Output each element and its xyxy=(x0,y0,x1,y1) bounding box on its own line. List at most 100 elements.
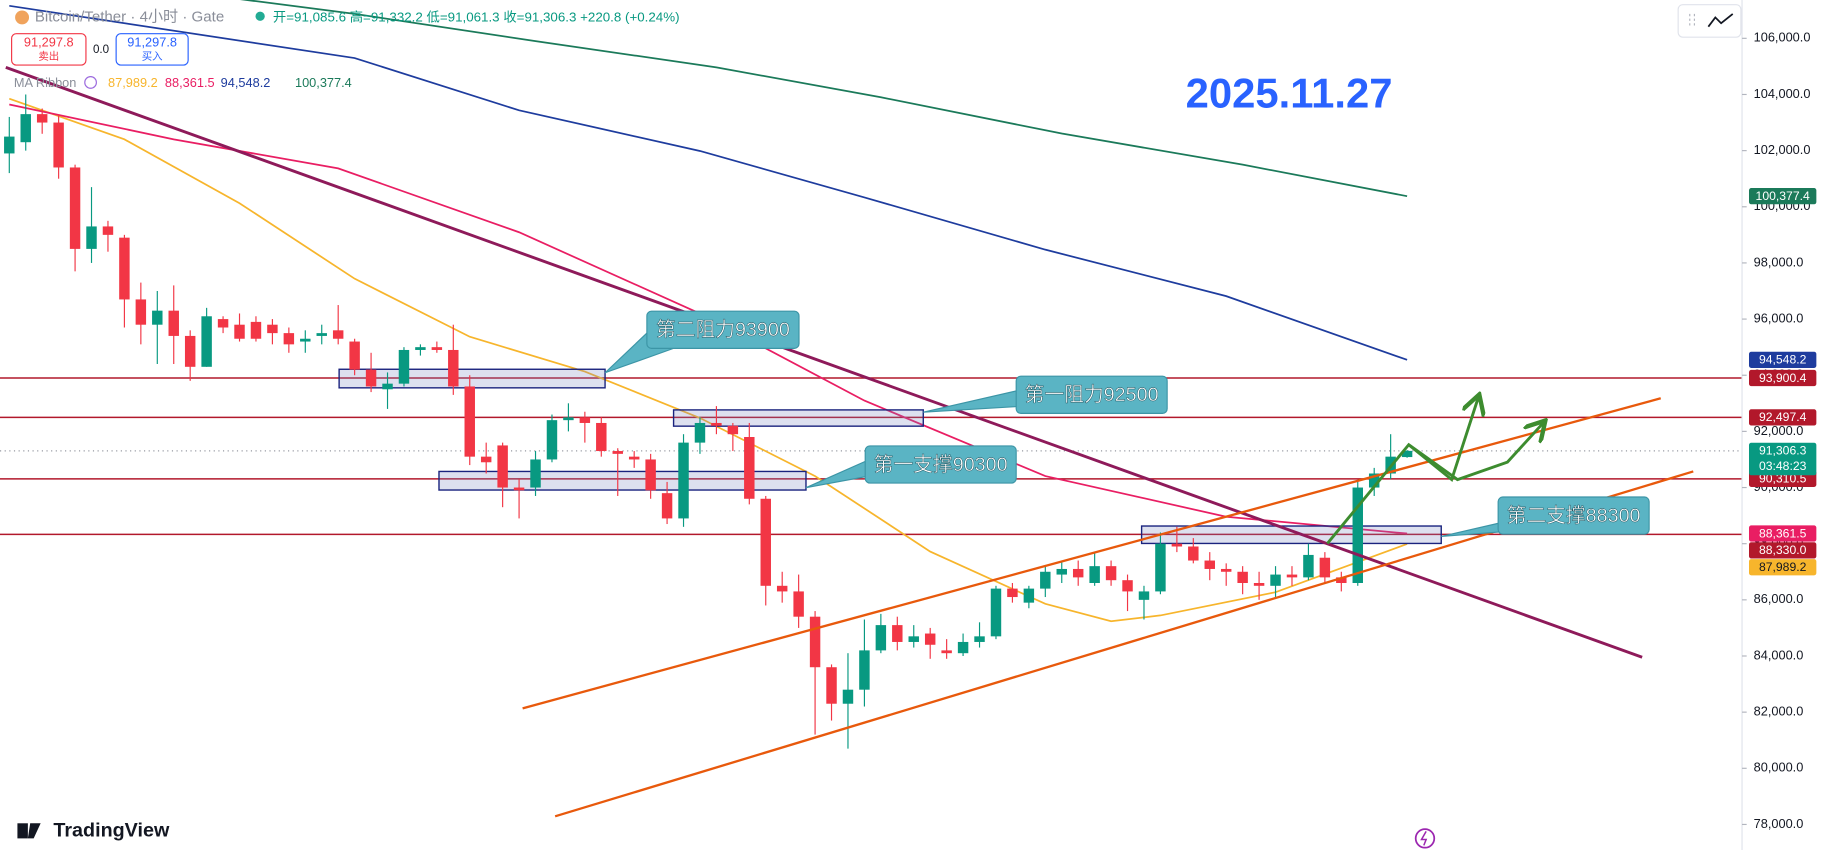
zone-box xyxy=(338,368,606,389)
ohlc-change: +220.8 (+0.24%) xyxy=(580,9,679,24)
sell-price: 91,297.8 xyxy=(24,34,74,49)
candle-body xyxy=(596,422,607,452)
candle-body xyxy=(448,349,459,387)
candle-body xyxy=(398,349,410,384)
candle-body xyxy=(744,437,755,499)
candle-body xyxy=(694,422,706,443)
toolbar-icon[interactable] xyxy=(1689,13,1695,28)
y-tick-label: 86,000.0 xyxy=(1754,591,1804,606)
candle-body xyxy=(563,417,574,421)
spread: 0.0 xyxy=(93,43,109,56)
candle-body xyxy=(628,456,640,460)
candle-body xyxy=(513,487,525,491)
alert-icon[interactable] xyxy=(1414,828,1436,849)
candle-body xyxy=(908,636,919,642)
candle-body xyxy=(135,299,147,325)
y-tick-label: 102,000.0 xyxy=(1754,142,1811,157)
candle-body xyxy=(1089,566,1100,583)
candle-body xyxy=(661,493,673,519)
moving-average xyxy=(9,97,1408,623)
y-tick-label: 82,000.0 xyxy=(1754,704,1804,719)
candle-body xyxy=(184,335,196,367)
y-tick-label: 84,000.0 xyxy=(1754,647,1804,662)
candle-body xyxy=(875,625,887,651)
candle-body xyxy=(415,347,426,350)
candle-body xyxy=(464,386,475,457)
indicator-value: 88,361.5 xyxy=(165,75,215,90)
candle-body xyxy=(497,445,508,488)
logo-mark xyxy=(17,823,28,839)
callout xyxy=(1497,496,1650,535)
candle-body xyxy=(892,625,903,642)
candle-body xyxy=(382,383,393,390)
callout xyxy=(1015,375,1168,414)
visibility-icon[interactable] xyxy=(84,76,97,89)
sell-label: 卖出 xyxy=(38,50,59,63)
candle-body xyxy=(579,417,591,423)
candle-body xyxy=(1253,582,1265,586)
candle-body xyxy=(36,114,48,123)
buy-button[interactable] xyxy=(115,33,189,66)
countdown: 03:48:23 xyxy=(1759,459,1807,473)
candle-body xyxy=(332,330,344,339)
channel-line xyxy=(522,397,1662,710)
price-tag-box xyxy=(1748,351,1817,368)
candle-body xyxy=(283,333,295,345)
moving-average xyxy=(9,4,1408,361)
trend-line xyxy=(5,65,1643,659)
symbol-icon xyxy=(15,10,30,25)
price-tag-label: 93,900.4 xyxy=(1759,371,1807,385)
candle-body xyxy=(102,226,114,235)
candle-body xyxy=(842,689,854,704)
candle-body xyxy=(1401,450,1413,458)
indicator-name: MA Ribbon xyxy=(14,75,76,90)
candle-body xyxy=(1336,577,1347,583)
ohlc-low: 低=91,061.3 xyxy=(427,9,500,24)
candle-body xyxy=(1171,543,1183,547)
indicator-value: 100,377.4 xyxy=(295,75,352,90)
candle-body xyxy=(1122,580,1133,592)
candle-body xyxy=(1188,546,1199,561)
callout xyxy=(646,310,800,349)
candle-body xyxy=(793,591,804,617)
callout-label: 第二阻力93900 xyxy=(656,319,790,341)
candle-body xyxy=(612,451,623,454)
sell-button[interactable] xyxy=(11,33,87,66)
y-tick-label: 96,000.0 xyxy=(1754,310,1804,325)
price-tag: 88,361.5 xyxy=(1748,525,1817,542)
ohlc-close: 收=91,306.3 xyxy=(503,9,576,24)
candle-body xyxy=(678,442,689,519)
price-tag-label: 92,497.4 xyxy=(1759,410,1807,424)
toolbar-icon[interactable] xyxy=(1707,13,1734,28)
candle-body xyxy=(431,347,443,350)
y-tick-label: 78,000.0 xyxy=(1754,816,1804,831)
y-tick-label: 98,000.0 xyxy=(1754,254,1804,269)
price-tag: 88,330.0 xyxy=(1748,542,1817,559)
projection-arrow xyxy=(1326,397,1478,545)
candle-body xyxy=(365,369,377,387)
price-tag-box xyxy=(1748,369,1817,387)
alert-icon[interactable] xyxy=(1420,831,1428,846)
price-tag-label: 100,377.4 xyxy=(1756,189,1810,203)
candle-body xyxy=(941,650,952,654)
callout xyxy=(864,445,1017,484)
zone-box xyxy=(672,409,924,427)
callout-label: 第一支撑90300 xyxy=(874,454,1008,476)
candle-body xyxy=(924,633,936,645)
candle-body xyxy=(152,310,163,325)
last-price-label: 91,306.3 xyxy=(1759,444,1807,458)
ohlc: 开=91,085.6 高=91,332.2 低=91,061.3 收=91,30… xyxy=(273,8,680,24)
plot xyxy=(0,0,1743,749)
toolbar[interactable] xyxy=(1677,4,1742,38)
candle-body xyxy=(711,422,722,426)
candle-body xyxy=(1368,473,1380,488)
candle-body xyxy=(480,456,492,463)
projection-arrow xyxy=(1407,423,1544,482)
candle-body xyxy=(776,585,788,592)
candle-body xyxy=(859,650,870,690)
logo: TradingView xyxy=(53,820,170,842)
price-tag-box xyxy=(1748,542,1817,559)
candle-body xyxy=(760,498,771,586)
